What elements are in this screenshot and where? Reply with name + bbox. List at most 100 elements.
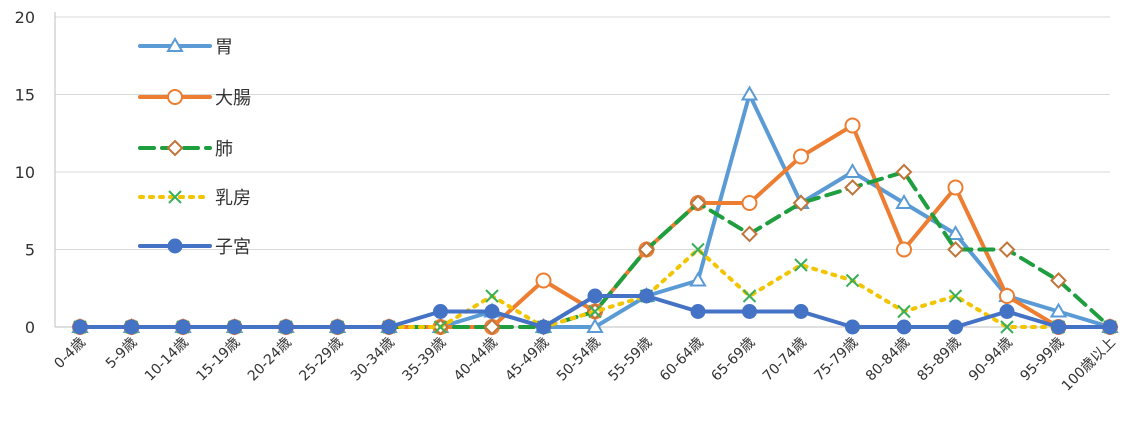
legend-label: 胃 — [215, 37, 233, 58]
data-point — [689, 194, 707, 212]
data-point — [227, 319, 242, 335]
data-point — [330, 319, 345, 335]
data-point — [948, 289, 963, 303]
data-point — [793, 304, 809, 319]
x-tick-label: 40-44歳 — [451, 335, 501, 385]
data-point — [792, 194, 810, 212]
data-point — [588, 304, 602, 319]
data-point — [896, 241, 912, 258]
data-point — [690, 304, 706, 319]
y-tick-label: 20 — [15, 8, 35, 27]
legend-label: 子宮 — [215, 237, 251, 258]
y-axis-ticks: 0 5 10 15 20 — [15, 8, 35, 337]
data-point — [586, 318, 604, 333]
data-point — [946, 225, 965, 240]
y-tick-label: 10 — [15, 163, 35, 182]
data-point — [536, 319, 551, 335]
series — [71, 85, 1119, 336]
data-point — [895, 163, 913, 181]
x-tick-label: 85-89歳 — [914, 335, 964, 385]
y-tick-label: 15 — [15, 86, 35, 105]
data-point — [895, 194, 913, 209]
x-tick-label: 35-39歳 — [399, 335, 449, 385]
x-tick-label: 50-54歳 — [554, 335, 604, 385]
data-point — [278, 319, 294, 335]
x-axis-ticks: 0-4歳 5-9歳 10-14歳 15-19歳 20-24歳 25-29歳 30-34歳 35… — [51, 335, 1118, 395]
x-tick-label: 70-74歳 — [760, 335, 810, 385]
data-point — [639, 288, 654, 304]
legend-item: 大腸 — [138, 88, 251, 109]
data-point — [741, 195, 758, 211]
data-point — [1050, 272, 1067, 289]
data-point — [844, 179, 861, 196]
data-point — [742, 304, 757, 319]
data-point — [1049, 302, 1068, 318]
series-5 — [72, 288, 1118, 335]
data-point — [843, 163, 862, 178]
data-point — [691, 242, 705, 257]
x-tick-label: 75-79歳 — [811, 335, 861, 385]
x-tick-label: 100歳以上 — [1059, 335, 1119, 395]
x-tick-label: 5-9歳 — [103, 335, 140, 372]
data-point — [794, 258, 808, 272]
data-point — [433, 304, 448, 319]
data-point — [381, 319, 397, 335]
data-point — [896, 319, 912, 335]
x-tick-label: 20-24歳 — [245, 335, 295, 385]
legend-item: 胃 — [138, 37, 233, 58]
x-tick-label: 80-84歳 — [863, 335, 913, 385]
data-point — [998, 241, 1016, 258]
data-point — [72, 319, 88, 335]
y-tick-label: 0 — [25, 318, 35, 337]
data-point — [1102, 319, 1118, 335]
legend-swatch-marker — [166, 37, 184, 52]
legend-item: 肺 — [138, 139, 233, 160]
x-tick-label: 95-99歳 — [1017, 335, 1067, 385]
data-point — [999, 288, 1015, 304]
data-point — [948, 319, 963, 335]
data-point — [175, 319, 191, 335]
x-tick-label: 65-69歳 — [708, 335, 758, 385]
data-point — [1000, 320, 1014, 334]
data-point — [897, 304, 911, 319]
data-point — [535, 272, 552, 289]
legend-swatch-marker — [166, 139, 184, 157]
data-point — [587, 288, 603, 304]
data-point — [689, 271, 707, 287]
gridlines — [55, 16, 1110, 250]
data-point — [483, 318, 501, 336]
x-tick-label: 30-34歳 — [348, 335, 398, 385]
legend-swatch-marker — [167, 89, 183, 105]
legend-label: 大腸 — [215, 88, 251, 109]
data-point — [1051, 319, 1066, 335]
x-tick-label: 55-59歳 — [605, 335, 655, 385]
x-tick-label: 45-49歳 — [502, 335, 552, 385]
data-point — [485, 289, 499, 303]
data-point — [638, 241, 655, 258]
data-point — [844, 117, 861, 134]
x-tick-label: 10-14歳 — [142, 335, 192, 385]
data-point — [999, 304, 1015, 319]
data-point — [845, 319, 860, 335]
legend-label: 乳房 — [215, 188, 251, 209]
data-point — [740, 85, 759, 101]
y-tick-label: 5 — [25, 241, 35, 260]
x-tick-label: 25-29歳 — [296, 335, 346, 385]
data-point — [947, 179, 964, 196]
legend-item: 乳房 — [138, 188, 251, 209]
data-point — [741, 225, 758, 243]
legend-item: 子宮 — [138, 237, 251, 258]
data-point — [484, 304, 500, 319]
data-point — [433, 320, 448, 334]
legend-swatch-marker — [167, 238, 183, 254]
legend-swatch-marker — [168, 190, 182, 204]
x-tick-label: 90-94歳 — [966, 335, 1016, 385]
data-point — [793, 148, 809, 165]
legend-label: 肺 — [215, 139, 233, 160]
data-point — [742, 289, 757, 303]
data-point — [845, 273, 860, 288]
x-tick-label: 15-19歳 — [193, 335, 243, 385]
x-tick-label: 0-4歳 — [51, 335, 88, 372]
